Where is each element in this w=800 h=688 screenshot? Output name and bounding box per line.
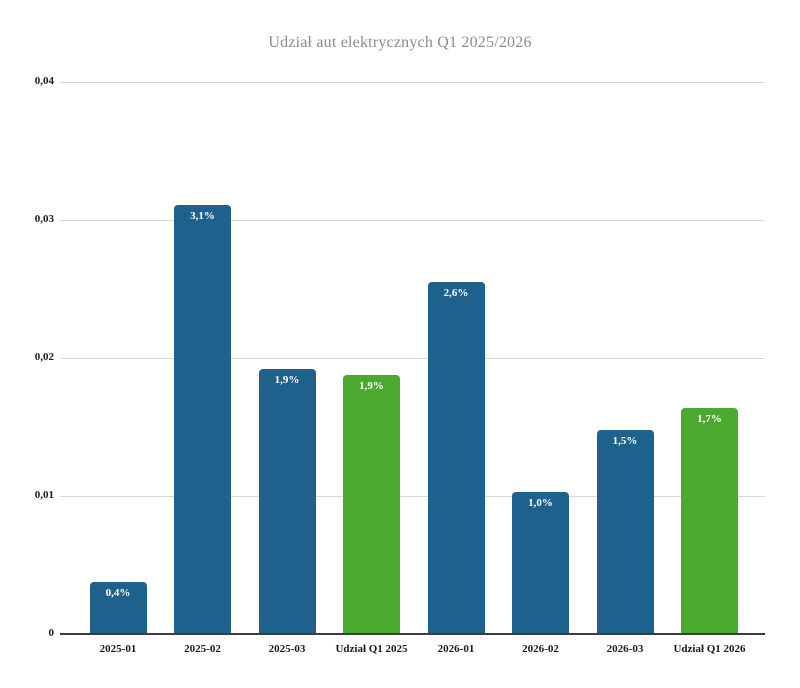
bar-value-label: 1,0%	[528, 496, 553, 509]
bar-value-label: 1,9%	[274, 374, 300, 387]
bar-value-label: 1,7%	[697, 412, 722, 425]
bar-value-label: 1,9%	[359, 379, 384, 392]
bar-Udział Q1 2025: 1,9%	[343, 374, 400, 634]
bar-2026-03: 1,5%	[596, 429, 654, 634]
bar-2026-02: 1,0%	[512, 491, 569, 634]
x-axis-tick-label: 2026-02	[522, 643, 559, 655]
y-axis-tick-label: 0,02	[34, 351, 54, 363]
bar-2025-01: 0,4%	[89, 581, 147, 634]
bar-2025-03: 1,9%	[258, 369, 316, 634]
y-axis-tick-label: 0,04	[34, 75, 54, 87]
gridline-0,01	[60, 496, 765, 497]
y-axis-tick-label: 0	[48, 627, 55, 639]
x-axis-line	[60, 633, 765, 635]
x-axis-tick-label: 2025-02	[184, 643, 221, 655]
bar-Udział Q1 2026: 1,7%	[681, 407, 738, 634]
gridline-0,04	[60, 82, 765, 83]
gridline-0,02	[60, 358, 765, 359]
y-axis-tick-label: 0,01	[34, 489, 54, 501]
x-axis-tick-label: Udział Q1 2026	[673, 643, 746, 655]
y-axis-tick-label: 0,03	[34, 213, 54, 225]
x-axis-tick-label: 2026-01	[437, 643, 475, 655]
x-axis-tick-label: 2025-03	[268, 643, 306, 655]
bar-value-label: 1,5%	[612, 434, 638, 447]
bar-value-label: 3,1%	[190, 209, 215, 222]
x-axis-tick-label: 2026-03	[606, 643, 644, 655]
bar-value-label: 0,4%	[105, 586, 131, 599]
bar-2025-02: 3,1%	[174, 204, 231, 634]
bar-value-label: 2,6%	[443, 287, 469, 300]
bar-2026-01: 2,6%	[427, 282, 485, 634]
gridline-0,03	[60, 220, 765, 221]
x-axis-tick-label: 2025-01	[99, 643, 137, 655]
chart-title: Udział aut elektrycznych Q1 2025/2026	[268, 34, 532, 51]
x-axis-tick-label: Udział Q1 2025	[335, 643, 408, 655]
